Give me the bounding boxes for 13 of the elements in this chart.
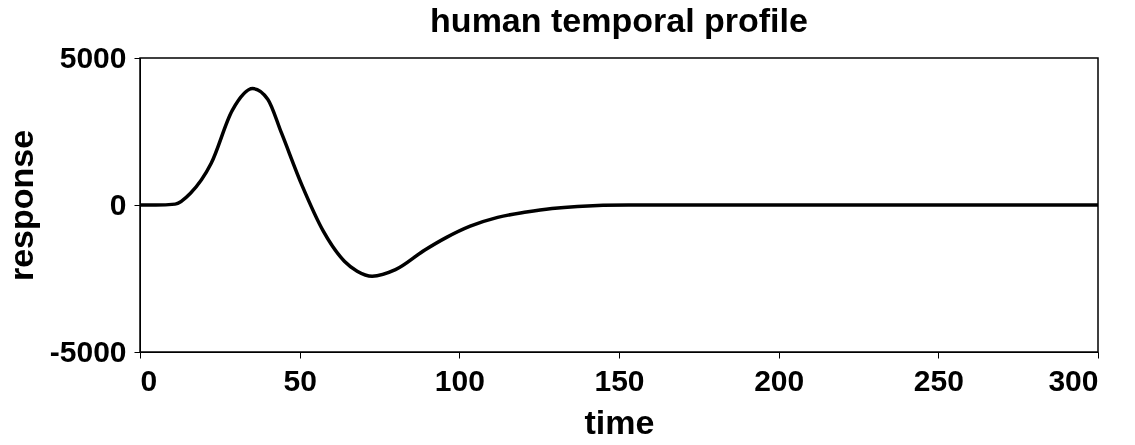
x-tick-label: 50 — [283, 363, 317, 397]
y-tick-label: 5000 — [59, 40, 127, 74]
y-tick-label: -5000 — [49, 334, 127, 368]
x-axis-title: time — [584, 402, 655, 441]
x-tick-label: 250 — [913, 363, 964, 397]
x-tick-label: 0 — [140, 363, 158, 397]
x-tick-label: 200 — [754, 363, 805, 397]
x-tick-label: 300 — [1048, 363, 1099, 397]
y-axis-title: response — [1, 129, 40, 282]
chart-title: human temporal profile — [430, 1, 808, 39]
x-tick-label: 100 — [434, 363, 485, 397]
x-tick-label: 150 — [594, 363, 645, 397]
y-tick-label: 0 — [109, 187, 127, 221]
